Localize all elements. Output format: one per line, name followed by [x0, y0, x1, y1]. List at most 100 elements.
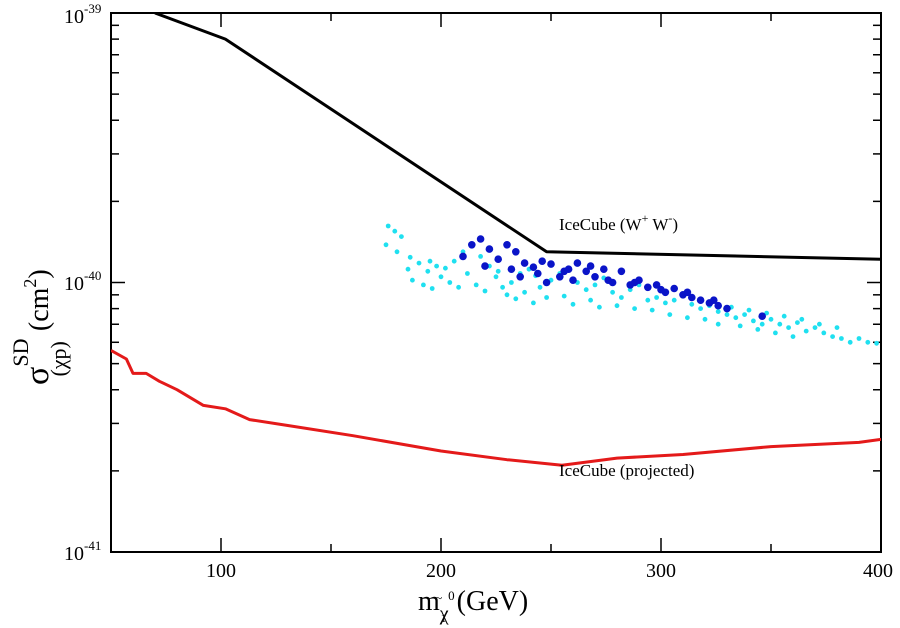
data-point-blue	[503, 241, 511, 249]
data-point-cyan	[383, 242, 389, 248]
data-point-cyan	[399, 234, 404, 240]
x-tick-labels: 100 200 300 400	[206, 560, 893, 582]
data-point-blue	[652, 281, 661, 289]
data-point-cyan	[821, 330, 827, 336]
x-axis-label: mχ~ 0 1(GeV)	[418, 586, 528, 625]
data-point-cyan	[434, 263, 439, 269]
data-point-cyan	[654, 295, 659, 300]
data-point-cyan	[755, 327, 761, 332]
data-point-cyan	[781, 313, 787, 319]
data-point-cyan	[407, 254, 413, 260]
data-point-cyan	[473, 282, 479, 288]
data-point-cyan	[394, 249, 400, 255]
data-point-blue	[534, 269, 542, 278]
data-point-cyan	[513, 296, 519, 302]
data-point-cyan	[865, 339, 871, 345]
data-point-cyan	[874, 340, 879, 346]
data-point-cyan	[746, 307, 752, 313]
data-point-cyan	[632, 306, 637, 311]
data-point-cyan	[667, 312, 673, 317]
data-point-cyan	[856, 336, 862, 341]
data-point-cyan	[649, 307, 655, 313]
data-point-cyan	[597, 304, 602, 310]
data-point-blue	[529, 263, 538, 272]
scatter-layer	[383, 223, 879, 346]
annotation-icecube-projected: IceCube (projected)	[559, 461, 694, 480]
plot-area	[110, 12, 882, 553]
data-point-blue	[512, 248, 520, 256]
data-point-blue	[542, 278, 551, 287]
data-point-cyan	[663, 300, 668, 306]
data-point-cyan	[689, 301, 695, 307]
data-point-cyan	[438, 274, 444, 280]
data-point-blue	[476, 235, 485, 243]
data-point-blue	[569, 276, 577, 285]
y-axis-label: σSD (χp)(cm2)	[8, 269, 71, 385]
data-point-cyan	[795, 320, 800, 325]
data-point-cyan	[456, 284, 461, 290]
data-point-cyan	[790, 334, 796, 339]
data-point-cyan	[482, 288, 488, 294]
data-point-blue	[723, 304, 731, 313]
data-point-cyan	[443, 265, 448, 271]
data-point-blue	[644, 283, 652, 292]
data-point-cyan	[803, 328, 809, 334]
data-point-blue	[481, 262, 489, 270]
data-point-cyan	[614, 303, 620, 309]
data-point-cyan	[610, 289, 615, 295]
data-point-blue	[758, 312, 766, 321]
data-point-cyan	[493, 274, 499, 280]
data-point-blue	[630, 278, 639, 287]
data-point-cyan	[671, 297, 677, 303]
data-point-blue	[507, 265, 516, 274]
data-point-cyan	[392, 228, 398, 234]
data-point-cyan	[531, 300, 536, 306]
data-point-cyan	[724, 312, 730, 317]
data-point-blue	[459, 252, 467, 261]
data-point-cyan	[561, 293, 567, 299]
y-tick-label: 10-40	[64, 268, 101, 295]
data-point-blue	[688, 293, 696, 302]
data-point-cyan	[537, 284, 543, 290]
data-point-cyan	[759, 321, 765, 327]
x-tick-label: 200	[426, 560, 456, 582]
data-point-cyan	[425, 268, 431, 274]
data-point-cyan	[698, 306, 703, 311]
data-point-cyan	[702, 316, 708, 322]
data-point-blue	[468, 241, 476, 249]
data-point-blue	[520, 259, 529, 267]
y-tick-labels: 10-41 10-40 10-39	[64, 1, 101, 565]
series-line-icecube-ww	[154, 13, 881, 261]
data-point-cyan	[429, 286, 435, 291]
series-line-icecube-projected	[111, 349, 881, 467]
data-point-cyan	[685, 315, 690, 321]
data-point-cyan	[715, 321, 721, 327]
data-point-cyan	[847, 339, 853, 345]
y-tick-label: 10-41	[64, 538, 101, 565]
data-point-blue	[582, 267, 590, 276]
data-point-blue	[586, 262, 595, 270]
data-point-cyan	[777, 321, 783, 327]
data-point-blue	[657, 285, 665, 294]
data-point-blue	[560, 267, 568, 276]
data-point-cyan	[405, 266, 411, 272]
data-point-cyan	[619, 295, 624, 300]
data-point-cyan	[715, 309, 721, 314]
y-tick-label: 10-39	[64, 1, 101, 28]
data-point-cyan	[737, 323, 743, 329]
data-point-cyan	[588, 297, 593, 303]
x-tick-label: 300	[646, 560, 676, 582]
data-point-cyan	[495, 268, 501, 274]
data-point-blue	[600, 265, 608, 274]
data-point-cyan	[799, 316, 805, 322]
data-point-blue	[696, 296, 705, 305]
data-point-blue	[591, 273, 599, 281]
data-point-cyan	[768, 316, 774, 322]
data-point-cyan	[522, 289, 527, 295]
data-point-cyan	[509, 280, 514, 285]
data-point-cyan	[786, 325, 791, 330]
data-point-cyan	[645, 297, 651, 303]
data-point-cyan	[817, 321, 822, 327]
x-tick-label: 100	[206, 560, 236, 582]
